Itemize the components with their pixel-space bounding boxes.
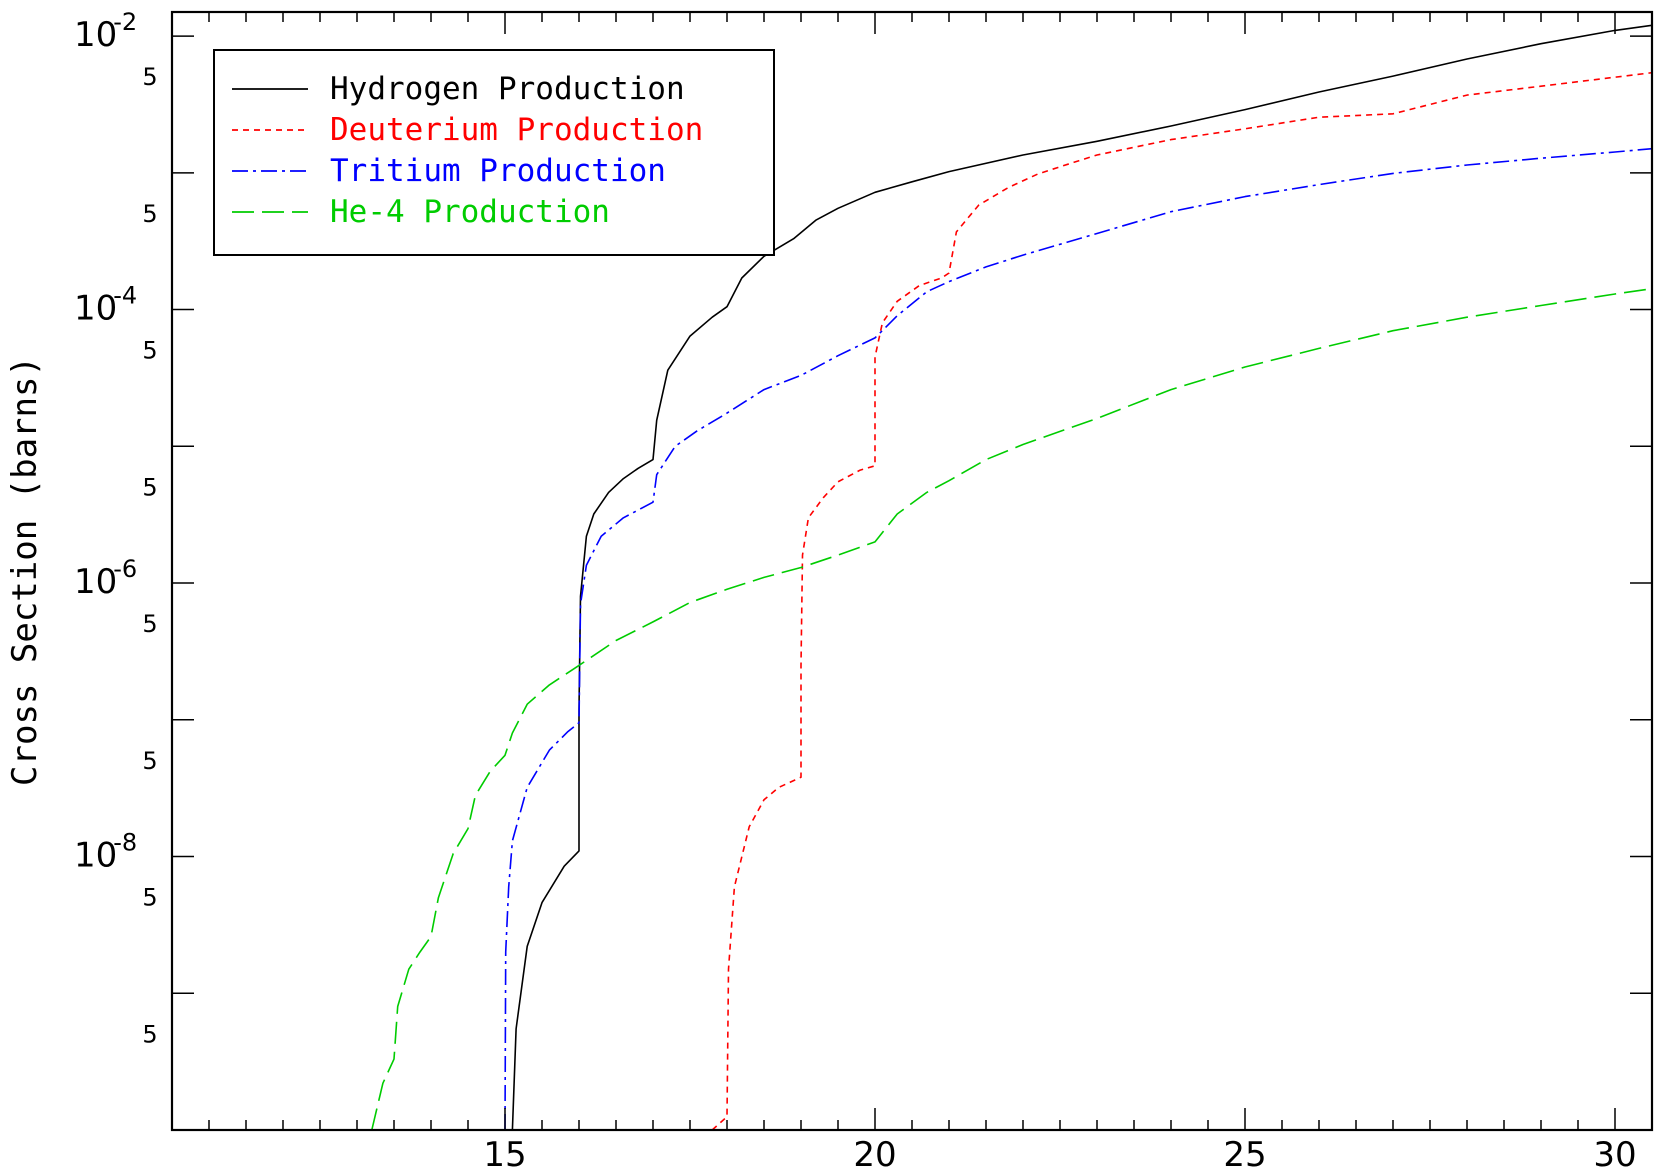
y-tick-base: 10	[74, 289, 117, 329]
y-tick-base: 10	[74, 562, 117, 602]
y-tick-five-label: 5	[142, 63, 157, 91]
x-tick-label: 15	[483, 1135, 526, 1172]
series-line-2	[711, 71, 1652, 1130]
x-tick-label: 20	[853, 1135, 896, 1172]
y-tick-five-label: 5	[142, 337, 157, 365]
y-tick-exponent: -4	[113, 282, 137, 310]
y-tick-five-label: 5	[142, 747, 157, 775]
y-tick-five-label: 5	[142, 610, 157, 638]
series-layer	[371, 24, 1652, 1130]
y-tick-five-label: 5	[142, 884, 157, 912]
series-line-3	[504, 147, 1652, 1130]
y-tick-exponent: -6	[113, 555, 137, 583]
y-tick-label: 10-2	[74, 8, 137, 55]
y-axis-title: Cross Section (barns)	[5, 356, 45, 786]
legend-label-2: Deuterium Production	[330, 112, 703, 148]
legend-label-4: He-4 Production	[330, 194, 610, 230]
legend: Hydrogen Production Deuterium Production T…	[213, 49, 775, 256]
legend-box	[213, 49, 775, 256]
x-tick-label: 30	[1593, 1135, 1636, 1172]
y-tick-exponent: -8	[113, 829, 137, 857]
ticks-layer	[171, 12, 1653, 1131]
y-tick-exponent: -2	[113, 8, 137, 36]
x-tick-label: 25	[1223, 1135, 1266, 1172]
y-tick-five-label: 5	[142, 473, 157, 501]
y-tick-five-label: 5	[142, 1020, 157, 1048]
y-tick-five-label: 5	[142, 200, 157, 228]
legend-label-1: Hydrogen Production	[330, 71, 685, 107]
legend-label-3: Tritium Production	[330, 153, 666, 189]
y-tick-base: 10	[74, 836, 117, 876]
y-tick-label: 10-4	[74, 282, 137, 329]
y-tick-label: 10-8	[74, 829, 137, 876]
series-line-4	[371, 287, 1652, 1130]
y-tick-label: 10-6	[74, 555, 137, 602]
y-tick-base: 10	[74, 15, 117, 55]
